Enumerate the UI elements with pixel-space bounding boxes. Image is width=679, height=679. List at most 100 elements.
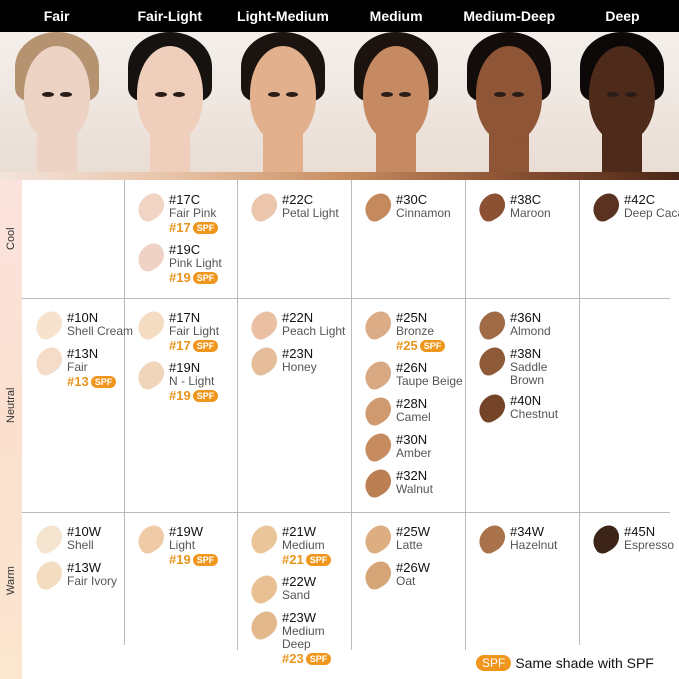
shade-name: Camel [396,410,431,424]
shade-code: #28N [396,396,428,411]
shade-item: #30N Amber [351,429,465,465]
shade-name: Medium Deep [282,624,325,651]
head [23,46,90,142]
model-face [452,32,566,172]
shade-name: Chestnut [510,407,559,421]
shade-code: #38N [510,346,542,361]
shade-cell [579,298,679,310]
spf-code: #13 [67,374,89,389]
shade-name: Espresso [624,538,675,552]
shade-code: #42C [624,192,656,207]
spf-badge: SPF [476,655,512,671]
shade-code: #34W [510,524,544,539]
spf-badge: SPF [192,554,219,566]
shade-item: #19W Light #19 SPF [124,521,237,568]
shade-swatch [359,465,397,501]
head [136,46,203,142]
shade-code: #36N [510,310,542,325]
shade-code: #40N [510,393,542,408]
shade-cell: #21W Medium #21 SPF #22W Sand #23W Medium Deep #… [237,512,351,673]
shade-cell: #17C Fair Pink #17 SPF #19C Pink Light #19 SPF [124,180,237,292]
eye [625,92,638,97]
shade-swatch [30,307,68,343]
shade-code: #19C [169,242,201,257]
shade-swatch [132,307,170,343]
shade-item: #26N Taupe Beige [351,357,465,393]
spf-badge: SPF [305,653,332,665]
head [476,46,543,142]
column-label: Fair [43,8,70,24]
spf-version: #19 SPF [169,270,237,286]
spf-version: #21 SPF [282,552,351,568]
shade-item: #19C Pink Light #19 SPF [124,239,237,286]
shade-swatch [245,189,283,225]
shade-swatch [30,521,68,557]
spf-badge: SPF [90,376,117,388]
spf-legend: SPF Same shade with SPF [474,655,654,671]
legend-text: Same shade with SPF [515,655,654,671]
shade-cell: #38C Maroon [465,180,579,228]
shade-item: #40N Chestnut [465,390,579,426]
shade-swatch [245,343,283,379]
shade-swatch [245,607,283,643]
eye [41,92,54,97]
shade-item: #36N Almond [465,307,579,343]
model-face [0,32,114,172]
row-label-cool: Cool [5,227,17,251]
shade-swatch [587,521,625,557]
shade-name: Oat [396,574,416,588]
shade-name: Medium [282,538,325,552]
shade-name: Taupe Beige [396,374,463,388]
spf-badge: SPF [192,222,219,234]
shade-swatch [473,390,511,426]
shade-cell: #36N Almond #38N Saddle Brown #40N Chestnut [465,298,579,429]
shade-swatch [359,557,397,593]
shade-name: Shell [67,538,94,552]
shade-code: #23N [282,346,314,361]
shade-item: #22W Sand [237,571,351,607]
spf-version: #23 SPF [282,651,351,667]
shade-cell: #45N Espresso [579,512,679,560]
shade-name: Saddle Brown [510,360,548,387]
shade-cell [22,180,124,192]
shade-name: Deep Cacao [624,206,679,220]
column-divider [465,180,466,650]
shade-swatch [132,239,170,275]
shade-cell: #19W Light #19 SPF [124,512,237,574]
shade-code: #26N [396,360,428,375]
shade-code: #10W [67,524,101,539]
shade-item: #17C Fair Pink #17 SPF [124,189,237,236]
shade-name: Hazelnut [510,538,558,552]
skin-gradient-strip [0,172,679,180]
spf-code: #17 [169,338,191,353]
shade-swatch [359,521,397,557]
shade-item: #23W Medium Deep #23 SPF [237,607,351,667]
shade-name: Fair [67,360,88,374]
column-label: Fair-Light [137,8,203,24]
spf-version: #13 SPF [67,374,124,390]
eye [172,92,185,97]
model-face [113,32,227,172]
shade-code: #26W [396,560,430,575]
shade-item: #13W Fair Ivory [22,557,124,593]
shade-name: Pink Light [169,256,222,270]
shade-item: #34W Hazelnut [465,521,579,557]
spf-code: #19 [169,552,191,567]
shade-swatch [473,189,511,225]
shade-name: Shell Cream [67,324,134,338]
eye [494,92,507,97]
shade-swatch [245,307,283,343]
shade-name: Almond [510,324,551,338]
shade-swatch [132,189,170,225]
spf-code: #17 [169,220,191,235]
shade-code: #22C [282,192,314,207]
shade-item: #17N Fair Light #17 SPF [124,307,237,354]
shade-swatch [132,357,170,393]
spf-badge: SPF [192,340,219,352]
column-divider [351,180,352,650]
shade-code: #17C [169,192,201,207]
shade-code: #21W [282,524,316,539]
shade-swatch [473,343,511,379]
shade-swatch [132,521,170,557]
eye [154,92,167,97]
